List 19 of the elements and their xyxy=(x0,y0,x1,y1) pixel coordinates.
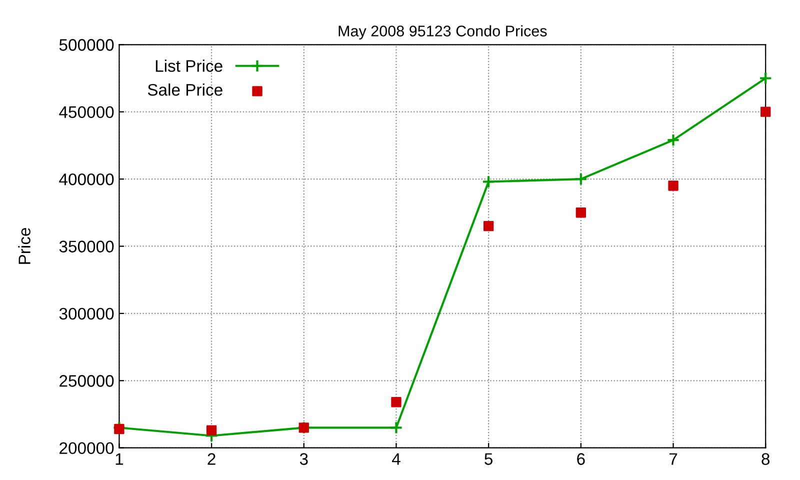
y-tick-label: 200000 xyxy=(60,442,114,454)
x-tick-label: 2 xyxy=(208,453,216,465)
y-tick-label: 500000 xyxy=(59,39,114,51)
legend-label: List Price xyxy=(156,60,222,72)
y-tick-label: 400000 xyxy=(59,173,114,186)
legend-label: Sale Price xyxy=(148,84,222,96)
y-tick-label: 450000 xyxy=(59,106,114,118)
x-tick-label: 7 xyxy=(669,453,678,465)
y-tick-label: 350000 xyxy=(59,240,114,252)
chart-title: May 2008 95123 Condo Prices xyxy=(338,25,547,40)
x-tick-label: 3 xyxy=(300,453,308,465)
x-tick-label: 6 xyxy=(577,453,585,465)
y-tick-label: 250000 xyxy=(60,375,114,387)
y-tick-label: 300000 xyxy=(59,308,114,320)
y-axis-title: Price xyxy=(18,228,30,264)
x-tick-label: 4 xyxy=(392,453,400,465)
x-tick-label: 8 xyxy=(762,453,770,465)
x-tick-label: 1 xyxy=(116,453,124,465)
x-tick-label: 5 xyxy=(484,453,493,465)
